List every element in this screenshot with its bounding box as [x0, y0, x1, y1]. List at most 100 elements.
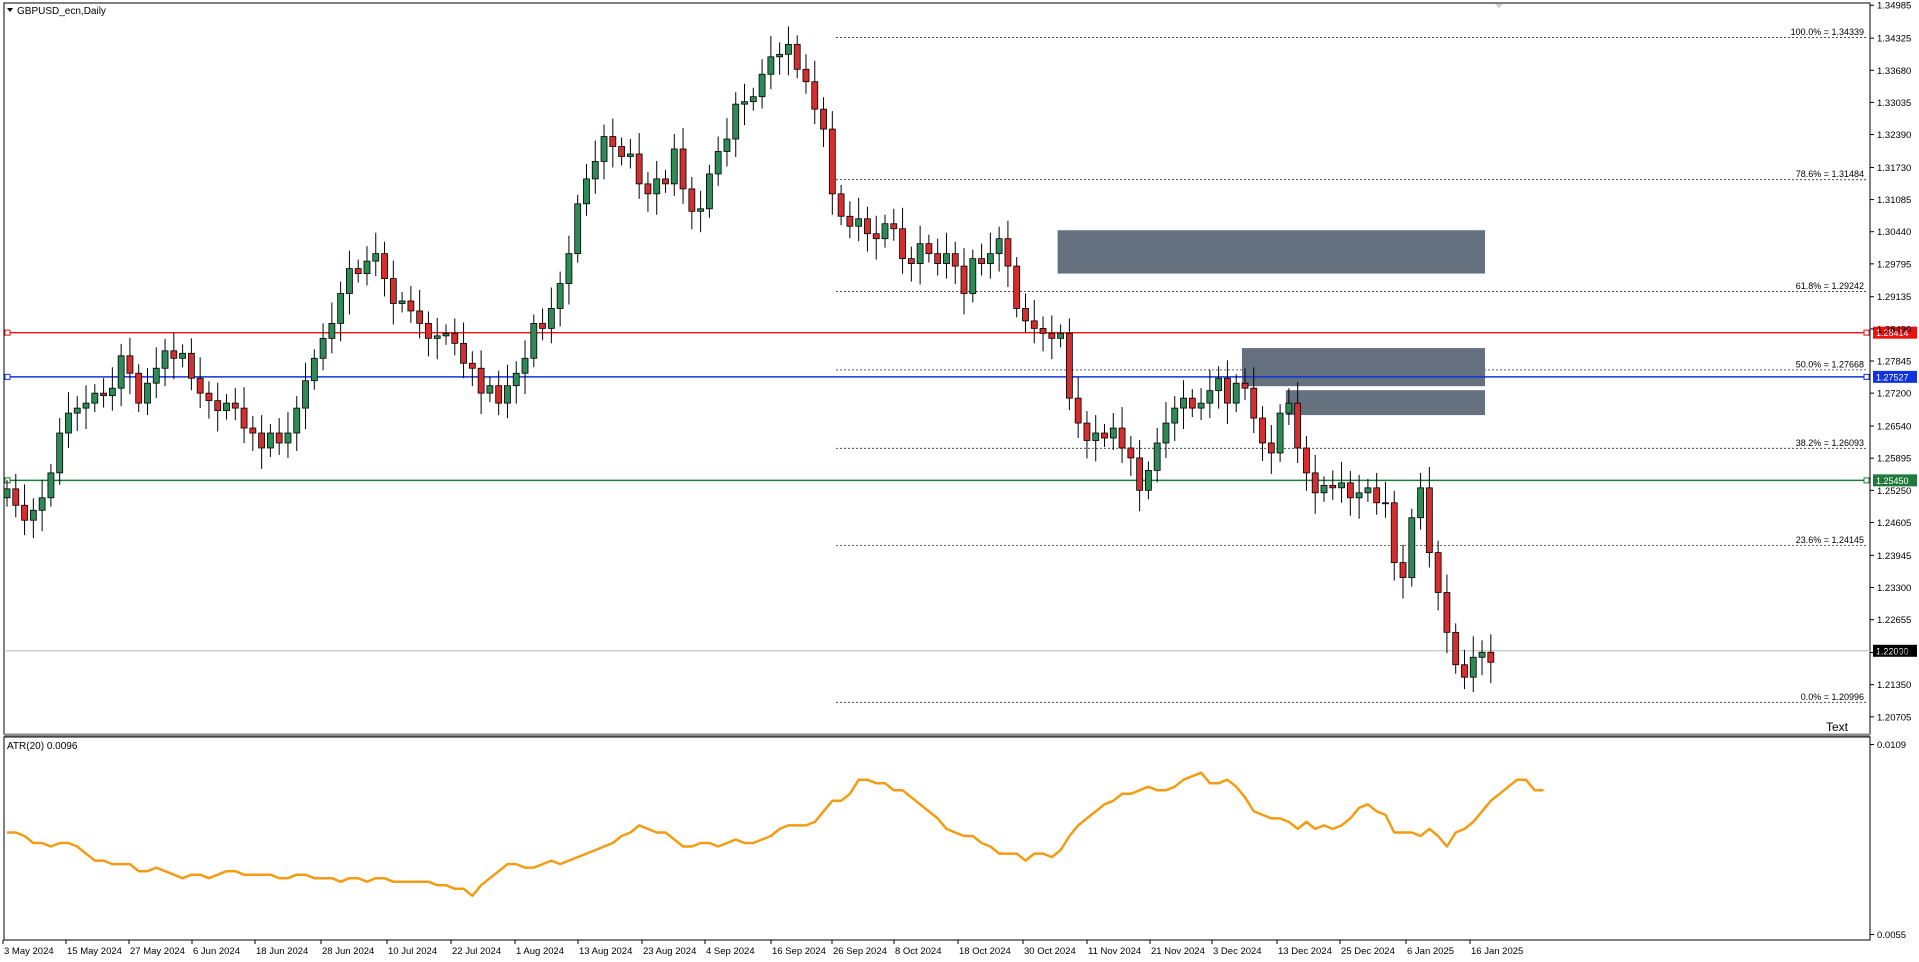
candle [1408, 508, 1416, 587]
time-tick-label: 11 Nov 2024 [1088, 946, 1141, 957]
candle [1355, 474, 1363, 519]
bull-candle-body [38, 497, 46, 511]
fib-level-label: 61.8% = 1.29242 [1796, 281, 1864, 291]
atr-title: ATR(20) 0.0096 [7, 741, 78, 752]
green-level-right-handle[interactable] [1863, 477, 1870, 484]
candle [1206, 369, 1214, 419]
bear-candle-body [872, 233, 880, 240]
candle [293, 396, 301, 451]
bear-candle-body [1241, 382, 1249, 389]
bull-candle-body [1057, 332, 1064, 339]
candle [793, 35, 801, 79]
candle [1162, 402, 1170, 458]
bull-candle-body [855, 218, 863, 227]
candle [337, 281, 345, 342]
red-level-price-tag [1873, 326, 1917, 339]
price-tick-label: 1.30440 [1877, 227, 1911, 238]
supply-demand-zones[interactable] [1057, 230, 1486, 416]
time-tick-label: 16 Sep 2024 [772, 946, 826, 957]
bear-candle-body [187, 352, 195, 379]
blue-level-left-handle[interactable] [4, 373, 11, 380]
bull-candle-body [521, 357, 529, 374]
candle [346, 250, 353, 315]
bull-candle-body [56, 432, 64, 474]
bear-candle-body [1224, 377, 1231, 404]
candle [1171, 396, 1179, 441]
red-level-right-handle[interactable] [1863, 329, 1870, 336]
candle [266, 424, 274, 457]
bear-candle-body [1127, 447, 1135, 459]
bear-candle-body [389, 278, 397, 304]
bull-candle-body [442, 332, 450, 337]
bull-candle-body [749, 96, 757, 103]
candle [1004, 220, 1012, 288]
candle [1048, 315, 1056, 360]
candle [144, 368, 151, 416]
candle [758, 59, 766, 109]
blue-level-right-handle[interactable] [1863, 373, 1870, 380]
candle [1338, 461, 1345, 503]
symbol-dropdown-icon[interactable] [7, 8, 13, 12]
price-tick-label: 1.27200 [1877, 389, 1911, 400]
candle [697, 190, 705, 233]
candle [425, 311, 432, 357]
zone-rectangle[interactable] [1057, 230, 1486, 274]
candle [662, 169, 669, 193]
fibonacci-retracement[interactable]: 100.0% = 1.34339 78.6% = 1.31484 61.8% = 1… [836, 27, 1866, 703]
bear-candle-body [425, 323, 432, 339]
horizontal-levels[interactable]: 1.28414 1.27527 1.25450 1.22030 [4, 326, 1917, 657]
time-tick-label: 13 Aug 2024 [579, 946, 632, 957]
candle [609, 118, 617, 168]
scroll-marker-icon[interactable] [1495, 4, 1503, 8]
bear-candle-body [477, 367, 485, 394]
bull-candle-body [714, 151, 722, 175]
candle [1101, 424, 1108, 447]
candle [1478, 640, 1486, 676]
candle [618, 137, 625, 166]
time-tick-label: 25 Dec 2024 [1341, 946, 1395, 957]
bull-candle-body [706, 173, 713, 210]
bull-candle-body [758, 73, 766, 98]
candle [363, 246, 371, 286]
red-level-left-handle[interactable] [4, 329, 11, 336]
zone-rectangle[interactable] [1285, 390, 1486, 416]
time-tick-label: 3 May 2024 [4, 946, 54, 957]
candle [995, 226, 1003, 272]
bull-candle-body [530, 323, 538, 359]
bear-candle-body [846, 215, 854, 227]
candle [583, 163, 590, 216]
chart-title[interactable]: GBPUSD_ecn,Daily [17, 6, 106, 17]
candle [1022, 293, 1029, 333]
bull-candle-body [1171, 407, 1179, 424]
price-tick-label: 1.28490 [1877, 324, 1911, 335]
candlestick-series [3, 26, 1495, 693]
candle [1390, 490, 1398, 581]
candle [1417, 472, 1424, 530]
candle [864, 206, 871, 252]
bear-candle-body [837, 193, 845, 217]
bull-candle-body [723, 138, 731, 152]
candle [214, 382, 222, 432]
candle [1241, 368, 1249, 401]
zone-rectangle[interactable] [1241, 348, 1486, 387]
price-axis: 1.34985 1.34325 1.33680 1.33035 1.32390 1.317… [1870, 1, 1911, 723]
bull-candle-body [152, 367, 160, 384]
bear-candle-body [1259, 417, 1266, 444]
candle [451, 318, 459, 356]
bull-candle-body [1276, 412, 1284, 454]
price-tick-label: 1.23300 [1877, 583, 1911, 594]
bull-candle-body [1338, 482, 1345, 489]
candle [108, 367, 116, 411]
candle [416, 290, 424, 339]
bear-candle-body [1083, 422, 1091, 441]
candle [407, 286, 415, 323]
fib-level-label: 50.0% = 1.27668 [1796, 359, 1864, 369]
bull-candle-body [1364, 487, 1372, 494]
bear-candle-body [1390, 502, 1398, 563]
bull-candle-body [29, 509, 37, 521]
bear-candle-body [1311, 472, 1319, 494]
bear-candle-body [960, 265, 968, 294]
candle [574, 194, 582, 263]
candle [1364, 478, 1372, 502]
candle [223, 394, 230, 420]
